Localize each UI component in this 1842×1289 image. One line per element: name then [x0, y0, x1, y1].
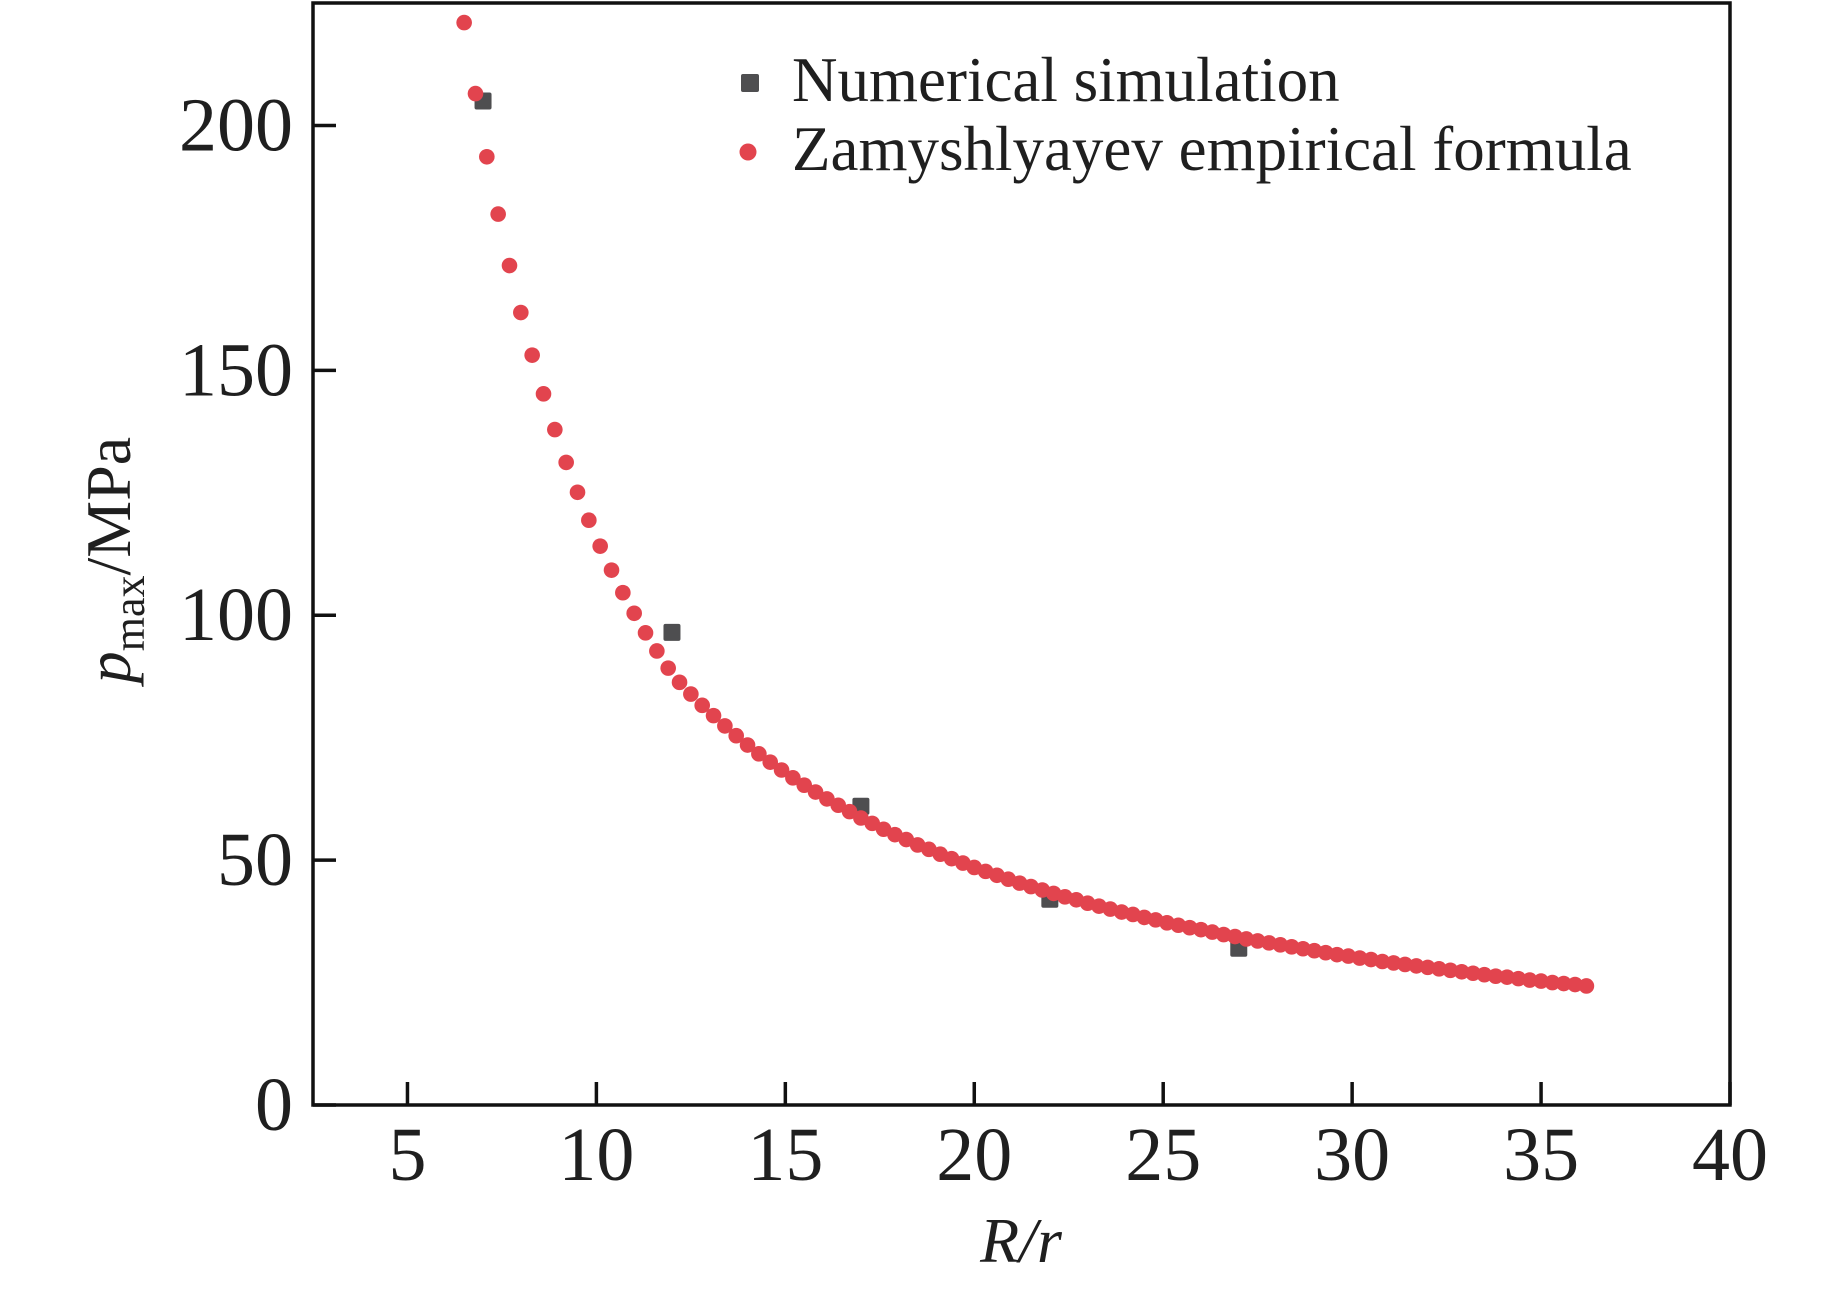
scatter-point-empirical: [501, 257, 518, 274]
y-axis-title-unit: /MPa: [73, 437, 144, 576]
scatter-point-empirical: [569, 484, 586, 501]
scatter-point-empirical: [615, 584, 631, 601]
scatter-point-empirical: [1351, 950, 1368, 966]
legend-label-simulation: Numerical simulation: [792, 45, 1340, 115]
x-axis: 5 10 15 20 25 30 35 40: [388, 1082, 1768, 1197]
scatter-point-empirical: [841, 803, 858, 820]
scatter-point-empirical: [1521, 972, 1538, 988]
scatter-point-empirical: [1544, 974, 1561, 991]
scatter-point-empirical: [1499, 969, 1515, 985]
scatter-point-empirical: [1419, 959, 1436, 976]
scatter-point-empirical: [1487, 968, 1504, 984]
scatter-point-empirical: [1510, 970, 1527, 987]
scatter-point-empirical: [626, 605, 642, 622]
scatter-point-empirical: [1397, 956, 1413, 973]
series-zamyshlyayev-empirical: [456, 14, 1595, 994]
legend-item-empirical: Zamyshlyayev empirical formula: [739, 114, 1632, 184]
scatter-point-empirical: [660, 660, 676, 676]
scatter-point-empirical: [762, 754, 779, 770]
scatter-point-empirical: [773, 762, 790, 778]
scatter-point-empirical: [1431, 961, 1447, 977]
scatter-point-empirical: [558, 454, 574, 471]
x-tick-label: 35: [1503, 1113, 1579, 1197]
scatter-point-empirical: [671, 674, 688, 691]
x-tick-label: 20: [936, 1113, 1012, 1197]
y-axis-title: pmax/MPa: [73, 437, 154, 687]
scatter-point-empirical: [1567, 976, 1583, 993]
x-tick-label: 25: [1125, 1113, 1201, 1197]
scatter-point-empirical: [456, 14, 472, 31]
x-tick-label: 15: [747, 1113, 823, 1197]
scatter-point-empirical: [467, 85, 484, 102]
scatter-point-empirical: [1374, 953, 1391, 970]
legend-marker-square: [741, 74, 759, 92]
y-axis-title-main: p: [73, 651, 144, 687]
scatter-point-empirical: [547, 421, 563, 438]
scatter-point-empirical: [683, 686, 699, 702]
plot-area: [311, 1, 1732, 1107]
scatter-point-empirical: [581, 512, 597, 529]
scatter-point-empirical: [785, 770, 801, 786]
y-tick-label: 200: [179, 83, 293, 167]
scatter-point-empirical: [807, 784, 824, 800]
scatter-point-empirical: [513, 304, 529, 321]
scatter-point-empirical: [637, 625, 654, 641]
legend-label-empirical: Zamyshlyayev empirical formula: [792, 114, 1632, 184]
scatter-point-empirical: [830, 797, 847, 814]
legend-item-simulation: Numerical simulation: [741, 45, 1340, 115]
x-tick-label: 5: [388, 1113, 426, 1197]
scatter-point-empirical: [728, 727, 745, 744]
scatter-point-empirical: [717, 718, 733, 734]
x-tick-label: 40: [1692, 1113, 1768, 1197]
x-axis-title: R/r: [979, 1205, 1063, 1276]
scatter-point-empirical: [524, 347, 540, 363]
y-tick-label: 0: [255, 1063, 293, 1147]
x-tick-label: 30: [1314, 1113, 1390, 1197]
scatter-point-empirical: [796, 777, 813, 793]
scatter-point-empirical: [751, 746, 767, 762]
y-axis-title-subscript: max: [105, 575, 154, 651]
scatter-point-empirical: [592, 538, 608, 554]
scatter-point-empirical: [603, 562, 620, 578]
x-tick-label: 10: [558, 1113, 634, 1197]
scatter-point-empirical: [535, 386, 552, 402]
scatter-point-empirical: [1555, 975, 1572, 992]
scatter-point-empirical: [694, 697, 711, 714]
y-tick-label: 50: [217, 818, 293, 902]
scatter-point-empirical: [1533, 973, 1549, 989]
scatter-point-simulation: [663, 623, 681, 641]
scatter-point-empirical: [1578, 978, 1595, 994]
scatter-point-empirical: [490, 206, 506, 222]
scatter-point-empirical: [1408, 958, 1425, 974]
scatter-point-empirical: [739, 737, 756, 753]
legend-marker-dot: [739, 143, 757, 161]
scatter-point-empirical: [479, 148, 495, 165]
scatter-point-empirical: [1442, 962, 1459, 979]
scatter-point-empirical: [649, 643, 665, 659]
legend: Numerical simulation Zamyshlyayev empiri…: [739, 45, 1632, 184]
y-axis: 0 50 100 150 200: [179, 83, 336, 1147]
scatter-point-empirical: [1465, 965, 1481, 982]
scatter-point-empirical: [819, 791, 835, 807]
scatter-point-empirical: [1329, 946, 1345, 963]
scatter-point-empirical: [705, 707, 722, 724]
scatter-point-empirical: [1385, 955, 1402, 971]
scatter-point-empirical: [1476, 966, 1493, 983]
y-tick-label: 150: [179, 328, 293, 412]
y-tick-label: 100: [179, 573, 293, 657]
scatter-point-empirical: [1453, 963, 1470, 980]
